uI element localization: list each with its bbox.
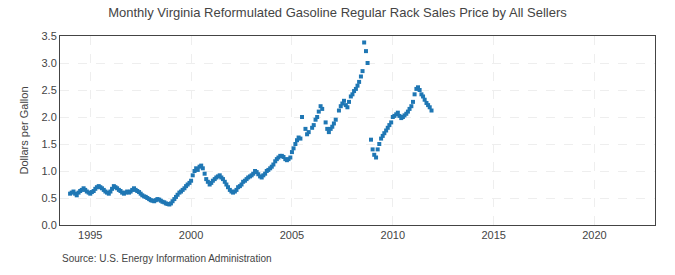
- svg-text:2015: 2015: [481, 229, 505, 241]
- svg-text:0.0: 0.0: [42, 219, 57, 231]
- svg-text:1.5: 1.5: [42, 138, 57, 150]
- svg-text:2005: 2005: [280, 229, 304, 241]
- svg-text:2010: 2010: [381, 229, 405, 241]
- svg-text:2.0: 2.0: [42, 111, 57, 123]
- svg-text:2.5: 2.5: [42, 84, 57, 96]
- svg-text:1.0: 1.0: [42, 165, 57, 177]
- svg-text:3.5: 3.5: [42, 30, 57, 42]
- svg-text:0.5: 0.5: [42, 192, 57, 204]
- svg-text:Monthly Virginia Reformulated: Monthly Virginia Reformulated Gasoline R…: [108, 5, 567, 20]
- svg-text:1995: 1995: [78, 229, 102, 241]
- svg-text:2000: 2000: [179, 229, 203, 241]
- svg-text:2020: 2020: [582, 229, 606, 241]
- svg-text:3.0: 3.0: [42, 57, 57, 69]
- svg-text:Dollars per Gallon: Dollars per Gallon: [18, 86, 30, 174]
- svg-text:Source: U.S. Energy Informatio: Source: U.S. Energy Information Administ…: [62, 253, 272, 264]
